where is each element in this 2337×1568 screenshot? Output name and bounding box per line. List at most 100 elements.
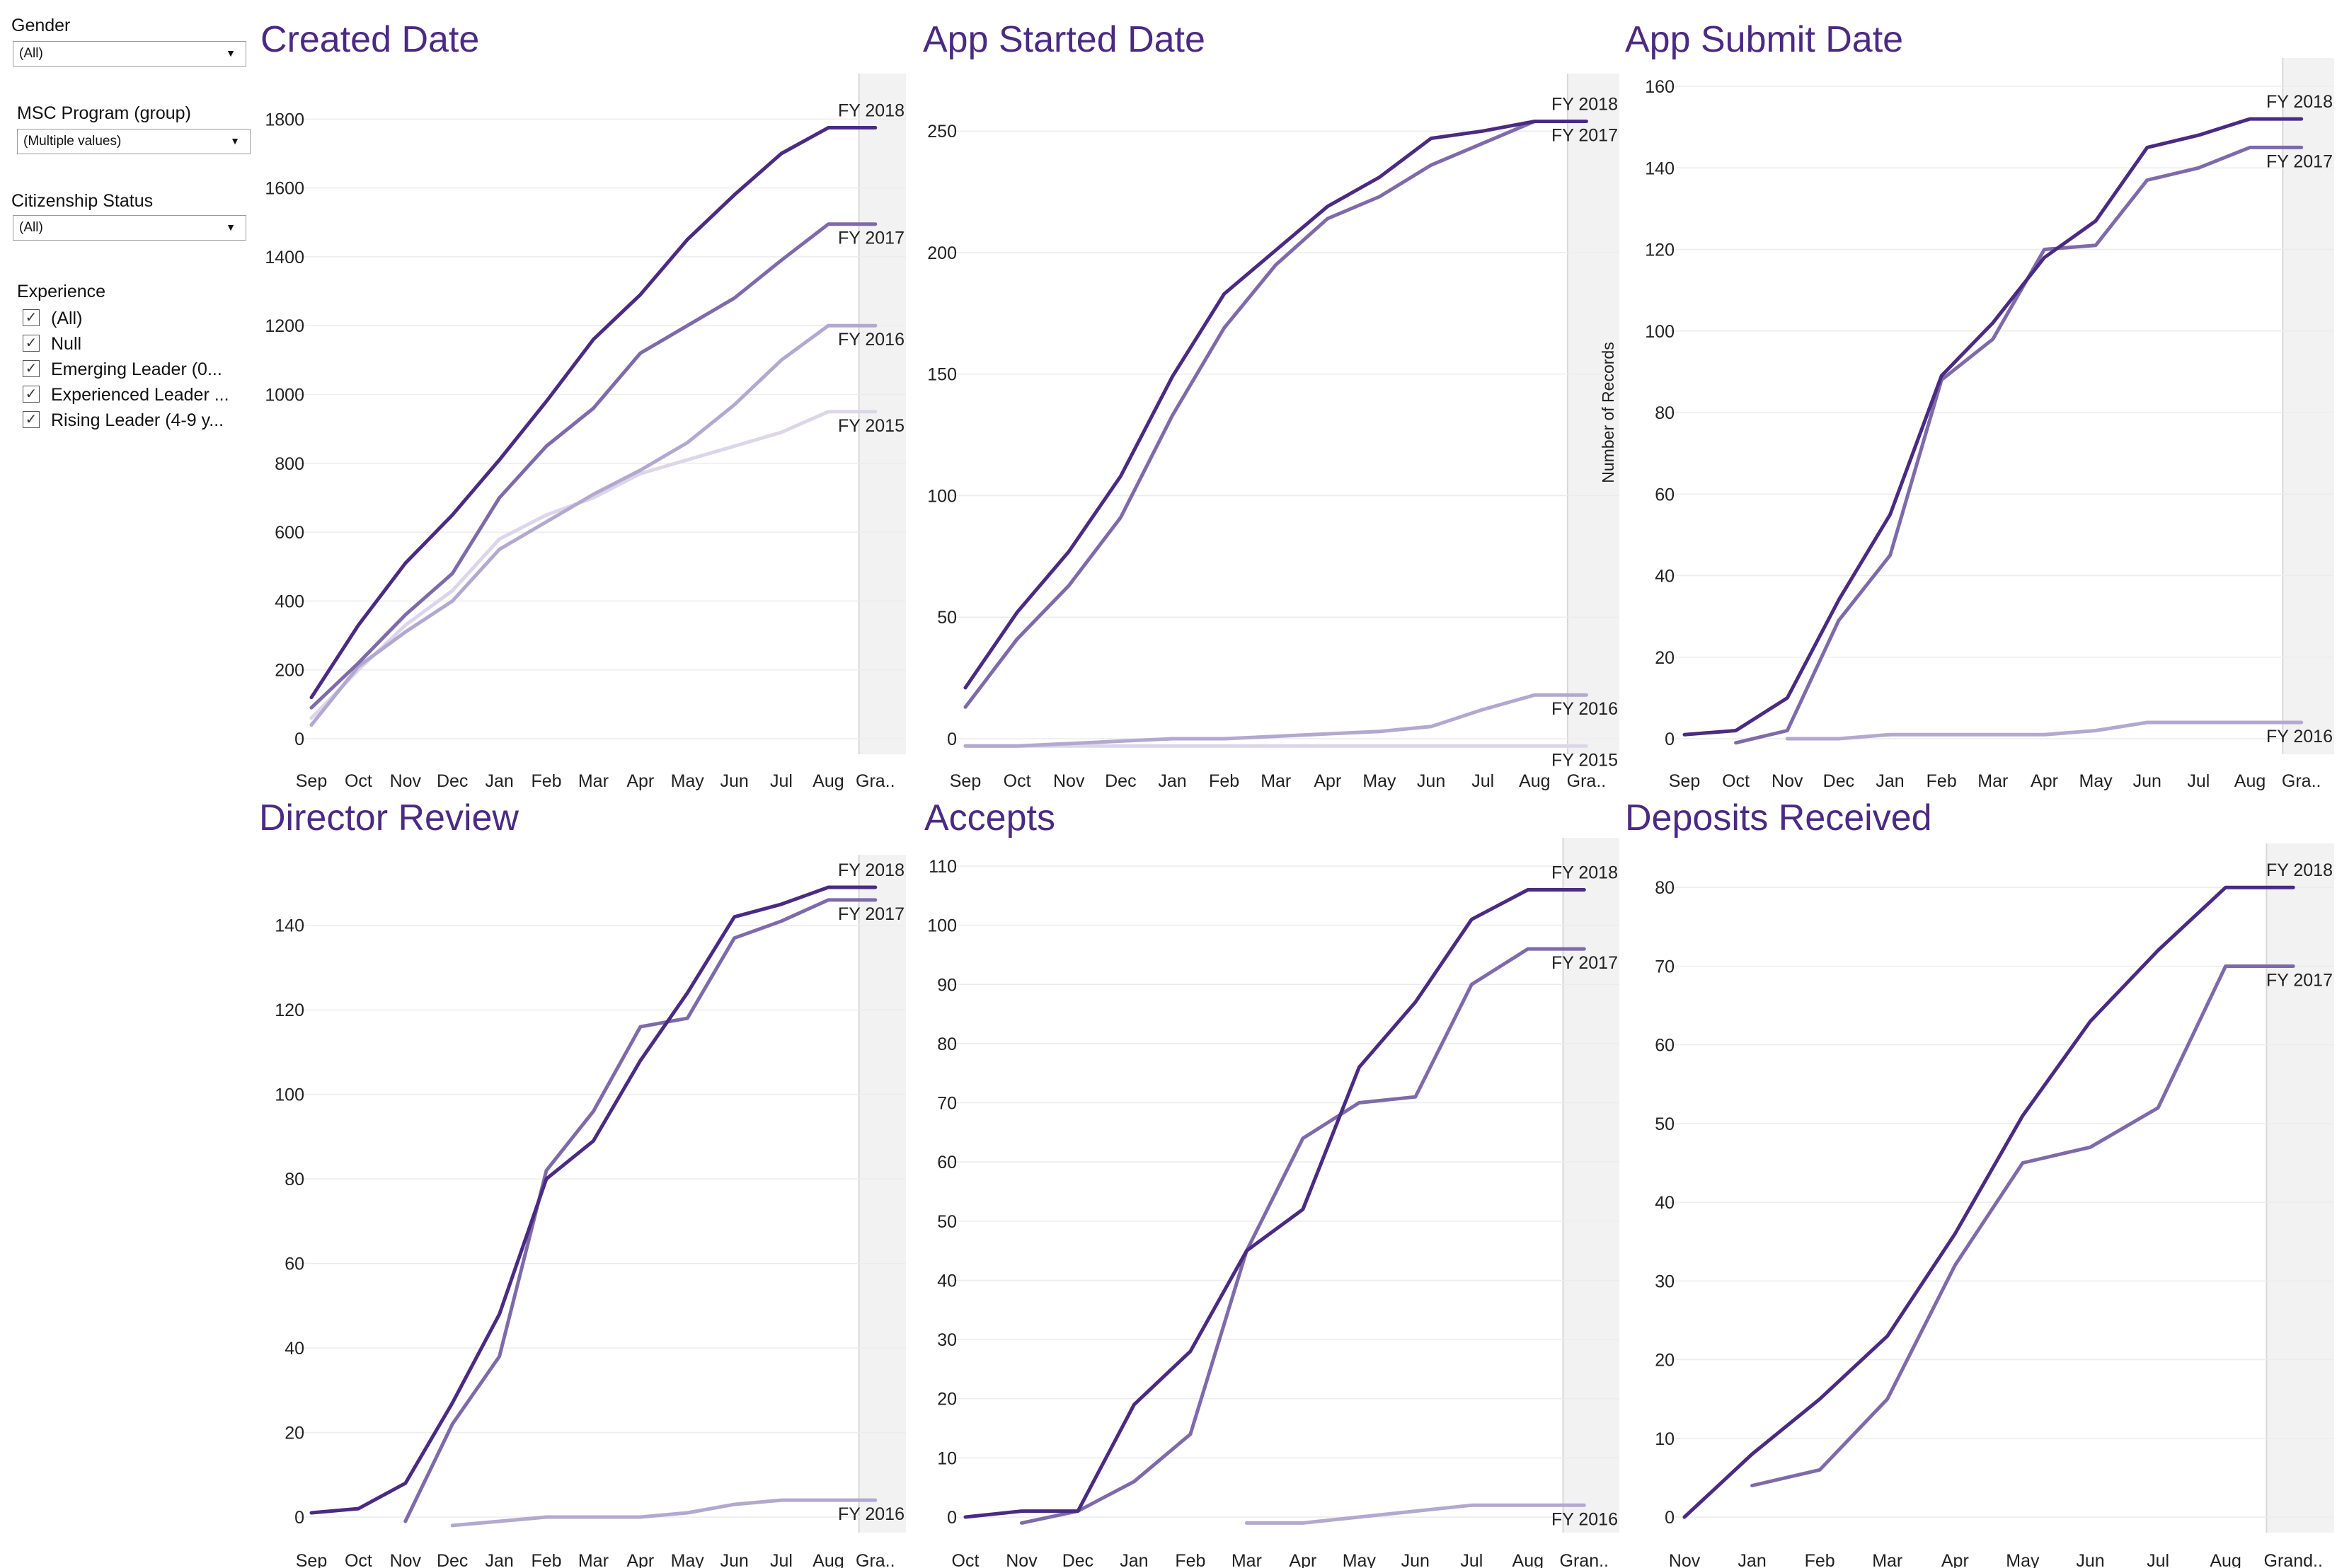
y-tick-label: 50 bbox=[1655, 1114, 1675, 1134]
y-tick-label: 250 bbox=[927, 122, 957, 142]
citizenship-filter-select[interactable]: (All) ▼ bbox=[13, 215, 246, 241]
series-end-label: FY 2016 bbox=[1551, 1509, 1618, 1529]
y-tick-label: 30 bbox=[1655, 1272, 1675, 1291]
series-end-label: FY 2015 bbox=[838, 416, 905, 436]
x-tick-label: Jan bbox=[1876, 771, 1904, 791]
gender-filter-label: Gender bbox=[11, 16, 71, 35]
y-tick-label: 60 bbox=[1655, 485, 1675, 505]
experience-option-label: Null bbox=[51, 334, 82, 354]
series-end-label: FY 2018 bbox=[838, 860, 905, 880]
series-line-fy-2016 bbox=[309, 323, 878, 727]
gender-filter-value: (All) bbox=[19, 46, 43, 61]
y-tick-label: 10 bbox=[937, 1448, 957, 1468]
checkbox[interactable]: ✓ bbox=[23, 335, 40, 352]
x-tick-label: Aug bbox=[1512, 1551, 1544, 1568]
x-tick-label: Feb bbox=[1927, 771, 1957, 791]
checkbox[interactable]: ✓ bbox=[23, 309, 40, 326]
series-end-label: FY 2016 bbox=[838, 330, 905, 350]
x-tick-label: Oct bbox=[345, 771, 372, 791]
series-end-label: FY 2017 bbox=[838, 229, 905, 248]
x-tick-label: Jun bbox=[1401, 1551, 1430, 1568]
x-tick-label: Jan bbox=[485, 1551, 513, 1568]
gender-filter-select[interactable]: (All) ▼ bbox=[13, 41, 246, 67]
x-tick-label: Oct bbox=[345, 1551, 372, 1568]
y-tick-label: 70 bbox=[1655, 957, 1675, 976]
x-tick-label: Jul bbox=[1460, 1551, 1483, 1568]
series-line-fy-2016 bbox=[963, 693, 1588, 748]
x-tick-label: Apr bbox=[626, 1551, 654, 1568]
x-tick-label: Jul bbox=[770, 1551, 793, 1568]
x-tick-label: Aug bbox=[2234, 771, 2266, 791]
y-tick-label: 1600 bbox=[265, 179, 304, 199]
checkbox[interactable]: ✓ bbox=[23, 386, 40, 403]
x-tick-label: Oct bbox=[1004, 771, 1031, 791]
y-tick-label: 100 bbox=[927, 916, 957, 936]
x-tick-label: Sep bbox=[296, 1551, 327, 1568]
series-end-label: FY 2017 bbox=[2266, 151, 2333, 171]
x-tick-label: Nov bbox=[390, 771, 422, 791]
x-tick-label: Dec bbox=[437, 771, 468, 791]
series-line-fy-2017 bbox=[1734, 145, 2304, 745]
y-tick-label: 0 bbox=[294, 730, 304, 749]
x-tick-label: Apr bbox=[1314, 771, 1341, 791]
y-tick-label: 0 bbox=[294, 1508, 304, 1528]
x-tick-label: Sep bbox=[1669, 771, 1700, 791]
experience-option-label: Experienced Leader ... bbox=[51, 385, 229, 405]
x-tick-label: Mar bbox=[1261, 771, 1291, 791]
x-tick-label: Gra.. bbox=[1567, 771, 1607, 791]
y-tick-label: 90 bbox=[937, 975, 957, 995]
y-tick-label: 80 bbox=[1655, 878, 1675, 898]
series-end-label: FY 2016 bbox=[838, 1504, 905, 1524]
checkbox[interactable]: ✓ bbox=[23, 360, 40, 377]
series-line-fy-2017 bbox=[309, 222, 878, 710]
series-line-fy-2018 bbox=[309, 126, 878, 700]
y-tick-label: 20 bbox=[1655, 1351, 1675, 1371]
y-tick-label: 50 bbox=[937, 608, 957, 628]
y-tick-label: 20 bbox=[1655, 648, 1675, 668]
checkbox[interactable]: ✓ bbox=[23, 411, 40, 428]
x-tick-label: Jun bbox=[720, 771, 748, 791]
series-line-fy-2017 bbox=[1750, 964, 2295, 1487]
x-tick-label: May bbox=[2006, 1551, 2040, 1568]
x-tick-label: Aug bbox=[813, 771, 844, 791]
x-tick-label: May bbox=[1362, 771, 1396, 791]
chevron-down-icon: ▼ bbox=[226, 47, 236, 59]
series-end-label: FY 2018 bbox=[1551, 94, 1618, 114]
y-tick-label: 60 bbox=[937, 1153, 957, 1172]
x-tick-label: Mar bbox=[1231, 1551, 1262, 1568]
series-line-fy-2017 bbox=[1020, 947, 1586, 1525]
y-tick-label: 1400 bbox=[265, 248, 304, 267]
y-tick-label: 0 bbox=[1665, 1508, 1675, 1528]
grand-total-shade bbox=[859, 855, 906, 1533]
chart-title-deposits-received: Deposits Received bbox=[1625, 797, 1932, 838]
y-tick-label: 40 bbox=[285, 1339, 304, 1359]
y-tick-label: 100 bbox=[927, 486, 957, 506]
y-tick-label: 200 bbox=[275, 661, 304, 681]
x-tick-label: Dec bbox=[437, 1551, 468, 1568]
y-axis-label: Number of Records bbox=[1599, 342, 1617, 483]
series-end-label: FY 2015 bbox=[1551, 750, 1618, 770]
series-end-label: FY 2016 bbox=[1551, 699, 1618, 719]
y-tick-label: 0 bbox=[1665, 730, 1675, 749]
x-tick-label: Nov bbox=[1772, 771, 1803, 791]
x-tick-label: Mar bbox=[1872, 1551, 1902, 1568]
series-line-fy-2018 bbox=[963, 888, 1586, 1519]
y-tick-label: 140 bbox=[1645, 158, 1675, 178]
program-filter-label: MSC Program (group) bbox=[17, 103, 191, 123]
program-filter-select[interactable]: (Multiple values) ▼ bbox=[17, 129, 251, 154]
citizenship-filter-value: (All) bbox=[19, 220, 43, 235]
grand-total-shade bbox=[2266, 843, 2334, 1533]
x-tick-label: Oct bbox=[952, 1551, 980, 1568]
x-tick-label: Mar bbox=[1977, 771, 2008, 791]
x-tick-label: Dec bbox=[1823, 771, 1854, 791]
series-end-label: FY 2018 bbox=[1551, 863, 1618, 882]
x-tick-label: Jan bbox=[485, 771, 513, 791]
y-tick-label: 40 bbox=[1655, 567, 1675, 587]
series-line-fy-2018 bbox=[1682, 117, 2304, 737]
series-line-fy-2016 bbox=[1785, 720, 2304, 741]
series-line-fy-2016 bbox=[450, 1498, 878, 1528]
series-end-label: FY 2018 bbox=[2266, 92, 2333, 112]
y-tick-label: 600 bbox=[275, 523, 304, 543]
x-tick-label: Jan bbox=[1158, 771, 1186, 791]
